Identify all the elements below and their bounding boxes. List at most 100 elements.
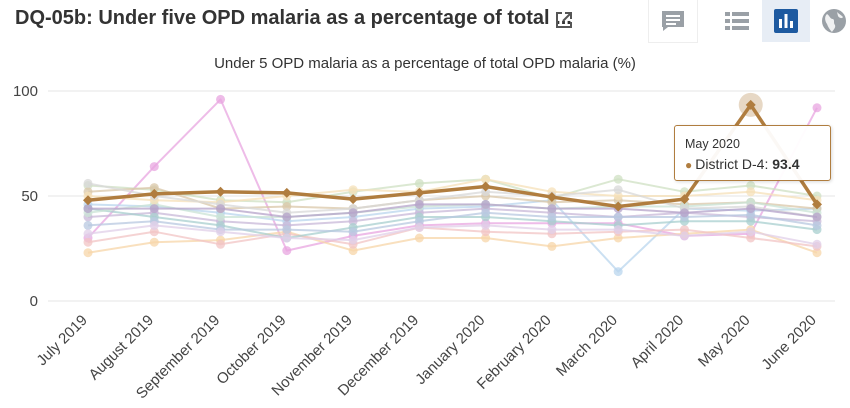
chart-tooltip: May 2020 ● District D-4: 93.4 — [674, 125, 831, 181]
data-point — [812, 103, 822, 113]
data-point — [348, 216, 358, 226]
series-line — [87, 201, 818, 218]
data-point — [547, 241, 557, 251]
x-tick-label: March 2020 — [553, 312, 621, 380]
x-tick-label: April 2020 — [627, 312, 687, 372]
data-point — [481, 208, 491, 218]
chart-title: Under 5 OPD malaria as a percentage of t… — [214, 55, 636, 72]
series-line — [87, 228, 818, 254]
data-point — [216, 227, 226, 237]
data-point — [679, 194, 690, 205]
data-point — [414, 216, 424, 226]
data-point — [746, 210, 756, 220]
series-line — [87, 211, 818, 233]
data-point — [216, 212, 226, 222]
data-point — [414, 233, 424, 243]
data-point — [83, 237, 93, 247]
data-point — [613, 191, 623, 201]
data-point — [414, 223, 424, 232]
series-line — [87, 182, 818, 218]
tooltip-value: 93.4 — [772, 156, 800, 172]
data-point — [746, 181, 756, 190]
data-point — [746, 233, 756, 243]
data-point — [348, 246, 358, 256]
x-tick-label: July 2019 — [33, 312, 90, 369]
data-point — [83, 220, 93, 230]
data-point — [348, 227, 358, 237]
open-external-icon[interactable] — [554, 10, 574, 30]
y-tick-label: 0 — [30, 293, 38, 310]
data-point — [812, 212, 822, 222]
data-point — [281, 187, 292, 198]
data-point — [481, 174, 491, 184]
map-view-button[interactable] — [810, 0, 850, 42]
series-line — [87, 207, 818, 227]
data-point — [679, 225, 689, 235]
data-point — [746, 216, 756, 226]
data-point — [481, 199, 491, 209]
data-point — [149, 220, 159, 230]
data-point — [348, 208, 358, 218]
data-point — [348, 194, 359, 205]
map-view-icon — [822, 9, 846, 33]
series-dot-icon: ● — [685, 158, 693, 172]
data-point — [481, 227, 491, 237]
y-tick-label: 50 — [21, 188, 38, 205]
data-point — [546, 192, 557, 203]
data-point — [613, 233, 623, 243]
data-point — [348, 185, 358, 195]
tooltip-series: District D-4 — [695, 156, 765, 172]
tooltip-row: ● District D-4: 93.4 — [685, 156, 800, 172]
series-line — [87, 178, 818, 204]
series-line — [87, 224, 818, 246]
data-point — [745, 99, 756, 110]
data-point — [149, 188, 160, 199]
data-point — [83, 248, 93, 258]
data-point — [613, 267, 623, 277]
data-point — [149, 237, 159, 247]
tooltip-category: May 2020 — [685, 137, 740, 151]
data-point — [480, 181, 491, 192]
data-point — [149, 227, 159, 237]
data-point — [812, 239, 822, 249]
data-point — [282, 246, 292, 256]
data-point — [216, 239, 226, 249]
data-point — [812, 220, 822, 230]
data-point — [812, 199, 822, 210]
data-point — [547, 204, 557, 214]
data-point — [613, 225, 623, 235]
data-point — [414, 199, 424, 209]
data-point — [149, 183, 159, 193]
data-point — [679, 208, 689, 218]
table-view-button[interactable] — [713, 0, 761, 42]
data-point — [414, 187, 425, 198]
chart-view-icon — [774, 9, 798, 33]
data-point — [547, 212, 557, 222]
data-point — [149, 204, 159, 214]
data-point — [215, 186, 226, 197]
data-point — [746, 187, 756, 197]
data-point — [282, 225, 292, 235]
data-point — [414, 178, 424, 188]
comment-button[interactable] — [648, 0, 698, 43]
data-point — [812, 248, 822, 258]
data-point — [481, 187, 491, 197]
series-line — [87, 226, 818, 248]
data-point — [746, 227, 756, 237]
data-point — [282, 202, 292, 211]
x-tick-label: May 2020 — [695, 312, 754, 371]
data-point — [149, 162, 159, 172]
chart-card-title: DQ-05b: Under five OPD malaria as a perc… — [15, 7, 572, 29]
x-tick-label: August 2019 — [86, 312, 158, 384]
data-point — [282, 212, 292, 222]
data-point — [613, 201, 624, 212]
data-point — [679, 231, 689, 241]
comment-icon — [662, 11, 684, 31]
data-point — [481, 220, 491, 230]
data-point — [83, 178, 93, 188]
data-point — [216, 204, 226, 214]
series-line — [87, 186, 818, 210]
chart-view-button[interactable] — [762, 0, 810, 42]
data-point — [547, 225, 557, 235]
